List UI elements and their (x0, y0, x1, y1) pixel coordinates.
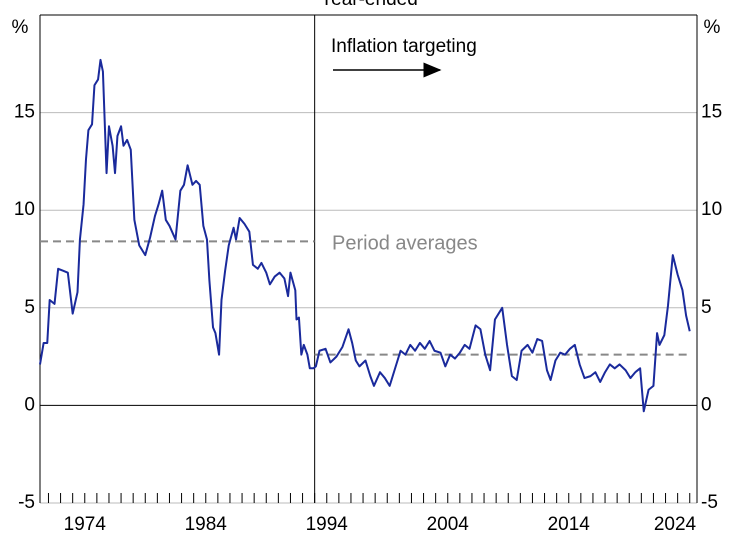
y-tick-label: 5 (24, 297, 35, 318)
y2-tick-label: 0 (701, 394, 712, 415)
y2-tick-label: -5 (701, 492, 718, 513)
x-tick-label: 1984 (185, 514, 228, 535)
y2-tick-label: 5 (701, 297, 712, 318)
y-tick-label: -5 (18, 492, 35, 513)
x-tick-label: 1994 (306, 514, 349, 535)
annotation: Inflation targeting (331, 36, 477, 57)
x-tick-label: 2014 (548, 514, 591, 535)
y-tick-label: 15 (14, 102, 35, 123)
annotation: Period averages (332, 232, 478, 254)
x-tick-label: 1974 (64, 514, 107, 535)
y2-tick-label: 15 (701, 102, 722, 123)
y2-tick-label: 10 (701, 199, 722, 220)
y-tick-label: 0 (24, 394, 35, 415)
data-line (39, 58, 691, 413)
y-unit-right: % (704, 17, 721, 38)
x-tick-label: 2024 (654, 514, 697, 535)
x-tick-label: 2004 (427, 514, 470, 535)
chart-title: Year-ended (320, 0, 418, 10)
y-unit-left: % (12, 17, 29, 38)
y-tick-label: 10 (14, 199, 35, 220)
